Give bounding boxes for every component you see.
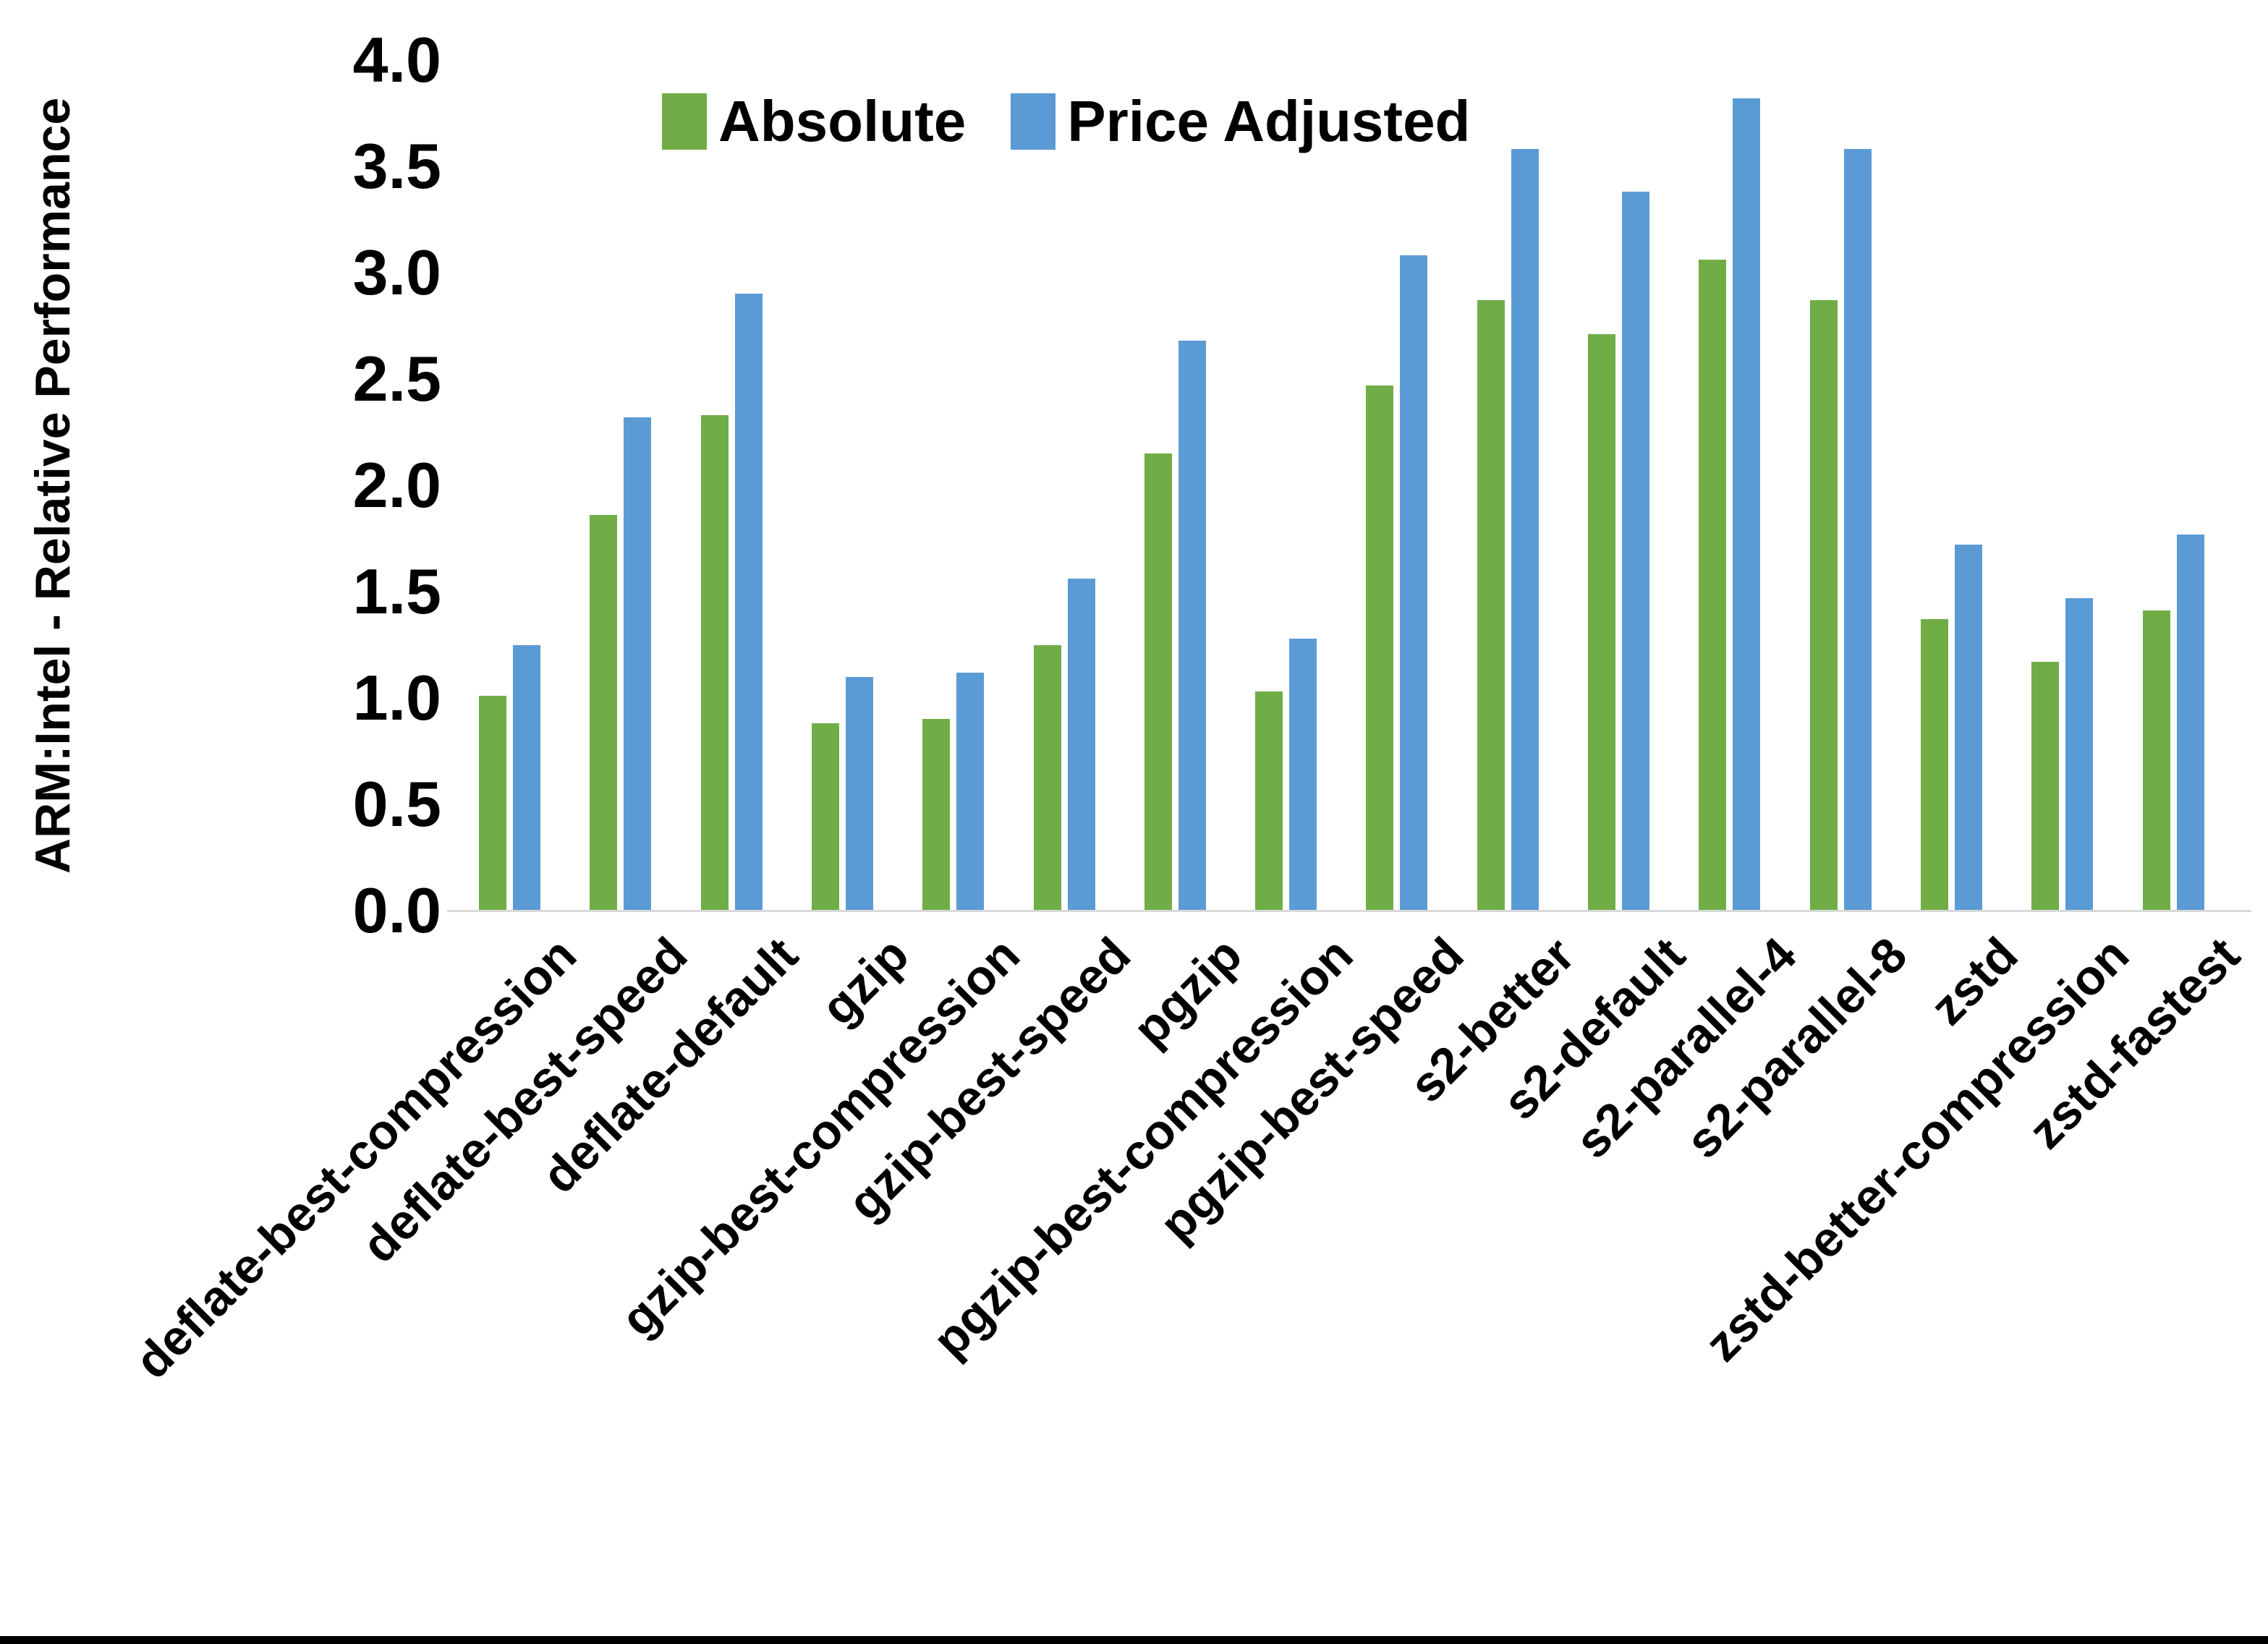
bar-price-adjusted-zstd-fastest — [2176, 534, 2204, 911]
y-tick-label: 1.5 — [352, 555, 441, 627]
bottom-border — [0, 1636, 2268, 1644]
x-tick-label-deflate-best-compression: deflate-best-compression — [124, 927, 587, 1389]
bar-price-adjusted-zstd-better-compression — [2065, 597, 2094, 911]
bar-price-adjusted-deflate-best-speed — [624, 417, 652, 911]
bar-group-s2-better — [1477, 149, 1539, 911]
bar-absolute-s2-better — [1477, 300, 1505, 911]
bar-absolute-zstd — [1920, 619, 1948, 911]
legend: Absolute Price Adjusted — [662, 93, 1470, 150]
y-tick-label: 2.0 — [352, 449, 441, 521]
bar-absolute-s2-parallel-4 — [1699, 260, 1727, 911]
bar-price-adjusted-s2-parallel-8 — [1843, 149, 1872, 911]
x-axis-baseline — [447, 910, 2251, 912]
bar-group-s2-parallel-4 — [1699, 98, 1761, 911]
bar-absolute-pgzip-best-speed — [1366, 385, 1394, 911]
y-axis-title: ARM:Intel - Relative Performance — [25, 97, 80, 874]
y-tick-label: 0.5 — [352, 768, 441, 840]
bar-price-adjusted-deflate-default — [734, 294, 763, 911]
bar-absolute-gzip — [811, 723, 839, 911]
bar-absolute-s2-parallel-8 — [1809, 300, 1838, 911]
y-tick-label: 1.0 — [352, 662, 441, 733]
y-tick-label: 2.5 — [352, 343, 441, 414]
bar-group-pgzip — [1144, 341, 1206, 911]
bar-absolute-pgzip — [1144, 453, 1172, 911]
plot-area — [463, 60, 2250, 911]
bar-group-zstd-fastest — [2142, 534, 2204, 911]
y-tick-label: 0.0 — [352, 874, 441, 946]
y-tick-label: 3.0 — [352, 237, 441, 308]
legend-label-price-adjusted: Price Adjusted — [1067, 89, 1471, 153]
bar-price-adjusted-gzip — [845, 676, 873, 911]
legend-swatch-price-adjusted-icon — [1011, 93, 1056, 150]
bar-group-zstd-better-compression — [2031, 597, 2094, 911]
bar-group-s2-parallel-8 — [1809, 149, 1872, 911]
bar-price-adjusted-deflate-best-compression — [513, 644, 540, 911]
bar-absolute-gzip-best-compression — [922, 719, 951, 911]
bar-price-adjusted-gzip-best-speed — [1067, 579, 1095, 911]
bar-price-adjusted-pgzip-best-speed — [1400, 255, 1428, 911]
y-tick-label: 3.5 — [352, 130, 441, 202]
bar-absolute-zstd-better-compression — [2031, 662, 2060, 911]
bar-absolute-gzip-best-speed — [1033, 644, 1061, 911]
bar-absolute-zstd-fastest — [2142, 610, 2170, 911]
bar-group-gzip-best-compression — [922, 672, 985, 911]
bar-price-adjusted-pgzip-best-compression — [1289, 638, 1317, 911]
bar-group-pgzip-best-speed — [1366, 255, 1428, 911]
legend-item-price-adjusted: Price Adjusted — [1011, 93, 1470, 150]
bar-price-adjusted-s2-default — [1622, 192, 1649, 911]
bar-price-adjusted-s2-parallel-4 — [1733, 98, 1761, 911]
bar-group-deflate-best-speed — [590, 417, 652, 911]
legend-swatch-absolute-icon — [662, 93, 707, 150]
bar-group-gzip — [811, 676, 873, 911]
bar-group-deflate-best-compression — [479, 644, 540, 911]
bar-absolute-deflate-default — [700, 414, 729, 911]
bar-absolute-s2-default — [1588, 334, 1615, 911]
bar-price-adjusted-s2-better — [1511, 149, 1539, 911]
bar-group-pgzip-best-compression — [1255, 638, 1317, 911]
bar-group-zstd — [1920, 545, 1982, 911]
legend-label-absolute: Absolute — [718, 89, 967, 153]
bar-absolute-deflate-best-compression — [479, 696, 506, 911]
legend-item-absolute: Absolute — [662, 93, 966, 150]
bar-group-s2-default — [1588, 192, 1649, 911]
y-tick-label: 4.0 — [352, 24, 441, 95]
bar-absolute-pgzip-best-compression — [1255, 691, 1283, 911]
bar-group-gzip-best-speed — [1033, 579, 1095, 911]
bar-price-adjusted-zstd — [1954, 545, 1982, 911]
bar-price-adjusted-gzip-best-compression — [956, 672, 985, 911]
bar-group-deflate-default — [700, 294, 763, 911]
bar-absolute-deflate-best-speed — [590, 515, 618, 911]
bar-price-adjusted-pgzip — [1178, 341, 1206, 911]
